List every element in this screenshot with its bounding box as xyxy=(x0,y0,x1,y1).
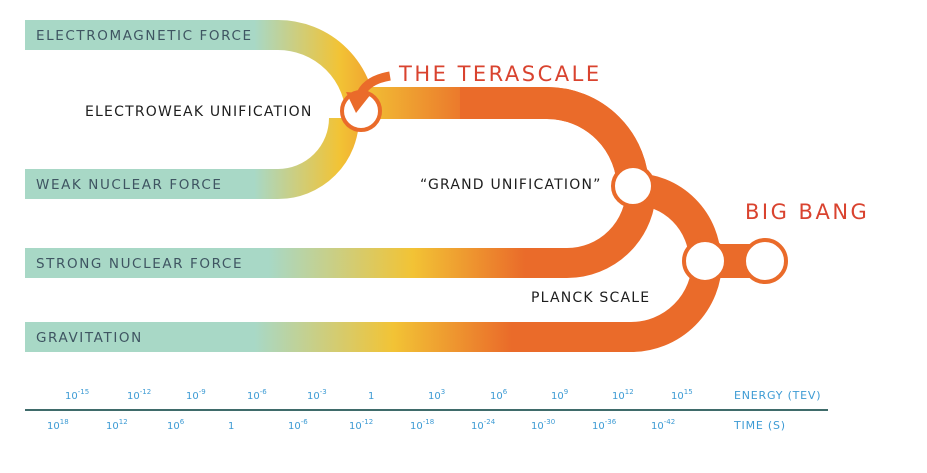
force-label-weak: WEAK NUCLEAR FORCE xyxy=(36,177,222,193)
grand-unification-label: “GRAND UNIFICATION” xyxy=(420,177,602,193)
time-tick-9: 10-36 xyxy=(592,418,617,432)
time-tick-10: 10-42 xyxy=(651,418,675,432)
terascale-arrowhead-icon xyxy=(346,92,371,113)
energy-tick-1: 10-12 xyxy=(127,388,151,402)
time-tick-1: 1012 xyxy=(106,418,128,432)
energy-tick-2: 10-9 xyxy=(186,388,206,402)
energy-tick-10: 1015 xyxy=(671,388,693,402)
energy-tick-5: 1 xyxy=(368,391,374,402)
big-bang-title: BIG BANG xyxy=(745,200,869,224)
energy-tick-6: 103 xyxy=(428,388,445,402)
energy-tick-8: 109 xyxy=(551,388,568,402)
weak-band xyxy=(25,117,359,199)
grand-unification-node xyxy=(611,164,655,208)
planck-scale-label: PLANCK SCALE xyxy=(531,290,650,306)
electroweak-label: ELECTROWEAK UNIFICATION xyxy=(85,104,313,120)
energy-axis-ticks: 10-15 10-12 10-9 10-6 10-3 1 103 106 109 1012 1015 xyxy=(65,388,693,402)
time-tick-6: 10-18 xyxy=(410,418,434,432)
energy-tick-9: 1012 xyxy=(612,388,634,402)
time-tick-5: 10-12 xyxy=(349,418,373,432)
strong-band xyxy=(25,188,656,278)
time-tick-0: 1018 xyxy=(47,418,69,432)
time-tick-7: 10-24 xyxy=(471,418,496,432)
big-bang-node xyxy=(742,238,788,284)
force-label-electromagnetic: ELECTROMAGNETIC FORCE xyxy=(36,28,253,44)
time-tick-2: 106 xyxy=(167,418,185,432)
force-label-gravitation: GRAVITATION xyxy=(36,330,143,346)
time-tick-3: 1 xyxy=(228,421,234,432)
energy-tick-4: 10-3 xyxy=(307,388,327,402)
time-axis-ticks: 1018 1012 106 1 10-6 10-12 10-18 10-24 10-30 10-3… xyxy=(47,418,675,432)
force-label-strong: STRONG NUCLEAR FORCE xyxy=(36,256,243,272)
time-tick-8: 10-30 xyxy=(531,418,555,432)
energy-axis-label: ENERGY (TEV) xyxy=(734,389,821,402)
planck-node xyxy=(682,238,728,284)
energy-tick-7: 106 xyxy=(490,388,508,402)
time-tick-4: 10-6 xyxy=(288,418,308,432)
terascale-title: THE TERASCALE xyxy=(398,62,602,86)
time-axis-label: TIME (S) xyxy=(733,419,786,432)
energy-tick-3: 10-6 xyxy=(247,388,267,402)
energy-tick-0: 10-15 xyxy=(65,388,89,402)
